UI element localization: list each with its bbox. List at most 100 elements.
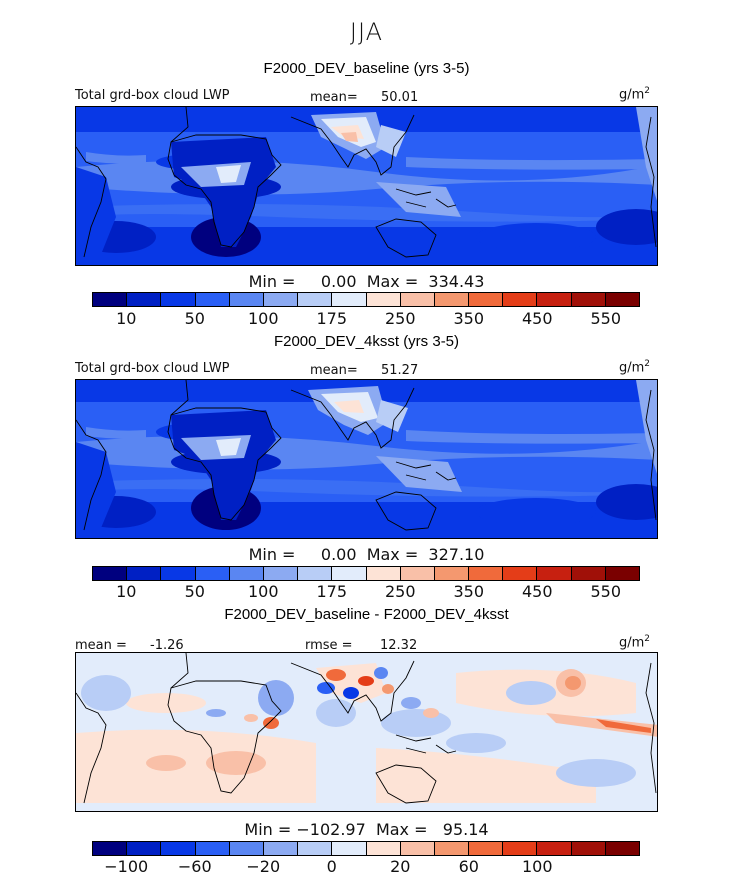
colorbar-swatch [537,293,572,306]
colorbar-tick-label: 175 [316,582,348,601]
colorbar-swatch [93,842,128,855]
colorbar-swatch [229,567,264,580]
panel3-map-field [76,653,657,811]
panel2-minmax: Min = 0.00 Max = 327.10 [248,545,485,564]
colorbar-swatch [127,842,162,855]
colorbar-tick-label: 550 [590,582,622,601]
colorbar-swatch [400,293,435,306]
panel1-map-field [76,107,657,265]
colorbar-swatch [229,842,264,855]
panel3-map [75,652,658,812]
panel2-units: g/m2 [619,359,651,376]
colorbar-tick-label: −20 [246,857,281,876]
panel1-minmax: Min = 0.00 Max = 334.43 [248,272,485,291]
colorbar-swatch [195,842,230,855]
colorbar-swatch [434,567,470,580]
colorbar-swatch [332,567,367,580]
colorbar-swatch [298,567,333,580]
colorbar-swatch [503,567,538,580]
colorbar-swatch [469,567,504,580]
panel1-mean-label: mean= [310,90,358,105]
colorbar-swatch [195,567,230,580]
colorbar-swatch [161,842,196,855]
colorbar-swatch [195,293,230,306]
panel2-mean-value: 51.27 [381,363,419,378]
colorbar-tick-label: −60 [177,857,212,876]
panel2-variable-label: Total grd-box cloud LWP [75,361,230,376]
colorbar-swatch [605,567,639,580]
colorbar-tick-label: 100 [521,857,553,876]
colorbar-swatch [332,842,367,855]
panel1-title: F2000_DEV_baseline (yrs 3-5) [263,60,470,77]
colorbar-swatch [298,293,333,306]
panel3-colorbar [92,841,640,856]
colorbar-swatch [537,842,572,855]
colorbar-tick-label: 100 [247,309,279,328]
panel1-mean-value: 50.01 [381,90,419,105]
panel1-units: g/m2 [619,86,651,103]
season-title: JJA [349,18,384,46]
panel1-variable-label: Total grd-box cloud LWP [75,88,230,103]
panel1-map [75,106,658,266]
panel3-rmse-value: 12.32 [380,638,418,653]
panel3-title: F2000_DEV_baseline - F2000_DEV_4ksst [224,606,509,623]
colorbar-swatch [229,293,264,306]
colorbar-tick-label: 350 [453,582,485,601]
colorbar-tick-label: 450 [521,309,553,328]
panel1-colorbar-ticks: 10 50 100 175 250 350 450 550 [92,309,640,329]
colorbar-swatch [161,567,196,580]
colorbar-swatch [605,293,639,306]
colorbar-swatch [93,293,128,306]
panel1-colorbar [92,292,640,307]
colorbar-swatch [503,293,538,306]
colorbar-tick-label: 10 [116,309,137,328]
panel2-map-field [76,380,657,538]
colorbar-swatch [434,842,470,855]
colorbar-swatch [469,293,504,306]
colorbar-swatch [298,842,333,855]
colorbar-tick-label: −100 [104,857,149,876]
colorbar-tick-label: 50 [184,582,205,601]
colorbar-swatch [571,842,606,855]
colorbar-tick-label: 20 [390,857,411,876]
colorbar-swatch [434,293,470,306]
colorbar-swatch [469,842,504,855]
colorbar-swatch [263,293,299,306]
colorbar-swatch [161,293,196,306]
colorbar-swatch [366,293,401,306]
panel3-mean-label: mean = [75,638,127,653]
colorbar-swatch [400,842,435,855]
panel2-map [75,379,658,539]
panel2-colorbar-ticks: 10 50 100 175 250 350 450 550 [92,582,640,602]
colorbar-tick-label: 350 [453,309,485,328]
colorbar-swatch [127,567,162,580]
colorbar-swatch [571,293,606,306]
panel2-colorbar [92,566,640,581]
colorbar-tick-label: 0 [326,857,337,876]
panel3-mean-value: -1.26 [150,638,184,653]
colorbar-tick-label: 250 [384,309,416,328]
colorbar-swatch [366,842,401,855]
colorbar-swatch [93,567,128,580]
colorbar-swatch [537,567,572,580]
colorbar-swatch [263,567,299,580]
colorbar-tick-label: 550 [590,309,622,328]
colorbar-tick-label: 60 [458,857,479,876]
colorbar-tick-label: 50 [184,309,205,328]
panel3-colorbar-ticks: −100 −60 −20 0 20 60 100 [92,857,640,877]
panel3-units: g/m2 [619,634,651,651]
panel2-mean-label: mean= [310,363,358,378]
colorbar-swatch [571,567,606,580]
colorbar-tick-label: 175 [316,309,348,328]
colorbar-swatch [127,293,162,306]
colorbar-tick-label: 450 [521,582,553,601]
panel3-minmax: Min = −102.97 Max = 95.14 [244,820,489,839]
colorbar-swatch [263,842,299,855]
colorbar-tick-label: 250 [384,582,416,601]
colorbar-swatch [605,842,639,855]
colorbar-swatch [332,293,367,306]
colorbar-tick-label: 100 [247,582,279,601]
colorbar-tick-label: 10 [116,582,137,601]
panel2-title: F2000_DEV_4ksst (yrs 3-5) [273,333,460,350]
colorbar-swatch [366,567,401,580]
